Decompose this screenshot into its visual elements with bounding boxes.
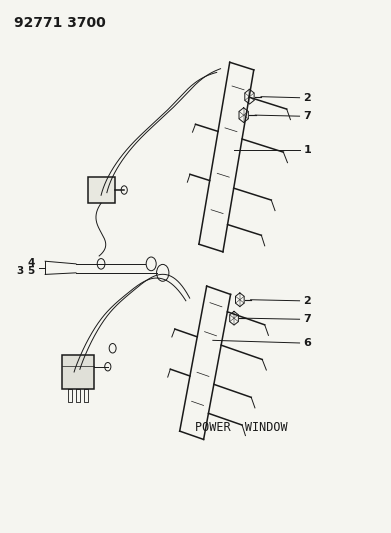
FancyBboxPatch shape [88,177,115,203]
Text: 2: 2 [303,93,311,103]
Text: 4: 4 [27,258,34,268]
Text: POWER  WINDOW: POWER WINDOW [196,421,288,434]
Text: 92771 3700: 92771 3700 [14,16,106,30]
Text: 7: 7 [303,314,311,324]
Text: 1: 1 [303,146,311,156]
Text: 3: 3 [16,266,23,276]
FancyBboxPatch shape [61,355,94,389]
Text: 6: 6 [303,338,311,348]
Text: 7: 7 [303,111,311,121]
Text: 5: 5 [27,266,34,276]
Text: 2: 2 [303,296,311,306]
